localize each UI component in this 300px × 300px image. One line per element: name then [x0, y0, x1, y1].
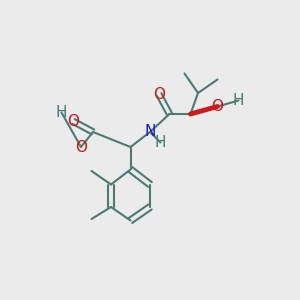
Text: O: O	[75, 140, 87, 154]
Text: N: N	[144, 124, 156, 140]
Text: H: H	[233, 93, 244, 108]
Text: O: O	[68, 114, 80, 129]
Text: H: H	[56, 105, 67, 120]
Text: O: O	[212, 99, 224, 114]
Text: H: H	[155, 135, 166, 150]
Text: O: O	[153, 87, 165, 102]
